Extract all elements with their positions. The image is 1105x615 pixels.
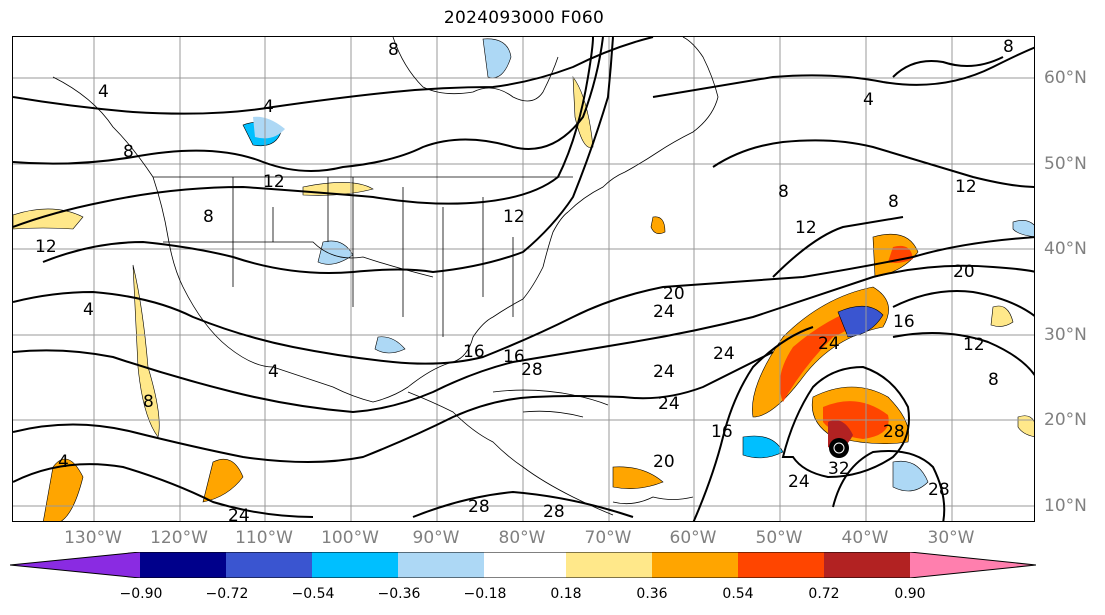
shading-layer	[13, 38, 1034, 521]
contour-label: 16	[893, 312, 915, 332]
contour-label: 8	[1003, 37, 1014, 57]
colorbar-tick-label: 0.54	[722, 586, 754, 602]
lon-label: 70°W	[584, 528, 632, 548]
contour-label: 12	[35, 237, 57, 257]
colorbar-swatch	[312, 552, 398, 578]
contour-label: 20	[653, 452, 675, 472]
colorbar-tick-label: −0.90	[119, 586, 163, 602]
contour-label: 12	[263, 172, 285, 192]
lat-label: 40°N	[1044, 239, 1087, 259]
contour-label: 28	[468, 497, 490, 517]
contour-label: 8	[388, 40, 399, 60]
lon-label: 40°W	[841, 528, 889, 548]
contour-label: 24	[658, 394, 680, 414]
contour-label: 20	[663, 284, 685, 304]
contour-label: 4	[263, 97, 274, 117]
map-panel: 8 4 4 8 12 12 4 8 12 16 20 24 24 20 24 2…	[12, 36, 1035, 522]
colorbar-swatch	[652, 552, 738, 578]
lon-label: 80°W	[498, 528, 546, 548]
contour-label: 16	[503, 347, 525, 367]
contour-label: 16	[463, 342, 485, 362]
contour-label: 28	[928, 480, 950, 500]
map-title: 2024093000 F060	[443, 8, 605, 28]
lon-label: 100°W	[321, 528, 379, 548]
contour-label-group: 8 4 4 8 12 12 4 8 12 16 20 24 24 20 24 2…	[35, 37, 1014, 522]
storm-marker	[829, 438, 849, 458]
lat-label: 20°N	[1044, 410, 1087, 430]
colorbar-extend-max	[910, 552, 1036, 578]
contour-label: 4	[83, 300, 94, 320]
lon-label: 90°W	[412, 528, 460, 548]
lat-label: 50°N	[1044, 154, 1087, 174]
contour-label: 24	[818, 334, 840, 354]
contour-label: 12	[963, 335, 985, 355]
coastlines	[52, 37, 719, 516]
contour-label: 8	[778, 182, 789, 202]
contour-label: 4	[58, 452, 69, 472]
colorbar-swatch	[484, 552, 566, 578]
map-canvas: 8 4 4 8 12 12 4 8 12 16 20 24 24 20 24 2…	[13, 37, 1034, 522]
colorbar-tick-label: 0.90	[894, 586, 926, 602]
contour-label: 28	[883, 422, 905, 442]
contour-label: 8	[988, 370, 999, 390]
contour-label: 24	[653, 362, 675, 382]
contour-label: 28	[521, 360, 543, 380]
lon-label: 50°W	[755, 528, 803, 548]
colorbar	[10, 552, 1036, 578]
colorbar-swatch	[140, 552, 226, 578]
contour-label: 32	[828, 459, 850, 479]
contour-label: 28	[543, 502, 565, 522]
contour-label: 24	[228, 506, 250, 522]
contour-label: 20	[953, 262, 975, 282]
colorbar-tick-label: 0.36	[636, 586, 668, 602]
contour-label: 8	[203, 207, 214, 227]
colorbar-tick-label: −0.54	[291, 586, 335, 602]
lon-label: 110°W	[235, 528, 293, 548]
colorbar-tick-label: 0.72	[808, 586, 840, 602]
contour-label: 12	[795, 218, 817, 238]
lon-label: 120°W	[150, 528, 208, 548]
lat-label: 30°N	[1044, 325, 1087, 345]
colorbar-tick-label: −0.72	[205, 586, 249, 602]
contour-lines	[13, 37, 1034, 521]
colorbar-extend-min	[10, 552, 140, 578]
contour-label: 12	[503, 207, 525, 227]
colorbar-swatch	[226, 552, 312, 578]
contour-label: 4	[98, 82, 109, 102]
contour-label: 4	[863, 90, 874, 110]
lat-label: 60°N	[1044, 68, 1087, 88]
colorbar-tick-label: 0.18	[550, 586, 582, 602]
lat-label: 10°N	[1044, 496, 1087, 516]
contour-label: 8	[143, 392, 154, 412]
contour-label: 24	[788, 472, 810, 492]
lon-label: 30°W	[927, 528, 975, 548]
colorbar-swatch	[738, 552, 824, 578]
graticule	[13, 37, 1034, 521]
contour-label: 4	[268, 362, 279, 382]
contour-label: 24	[653, 302, 675, 322]
contour-label: 8	[888, 192, 899, 212]
contour-label: 24	[713, 344, 735, 364]
contour-label: 12	[955, 177, 977, 197]
colorbar-swatch	[824, 552, 910, 578]
colorbar-swatch	[566, 552, 652, 578]
colorbar-tick-label: −0.18	[463, 586, 507, 602]
lon-label: 130°W	[64, 528, 122, 548]
colorbar-swatch	[398, 552, 484, 578]
contour-label: 16	[711, 422, 733, 442]
lon-label: 60°W	[669, 528, 717, 548]
contour-label: 8	[123, 142, 134, 162]
colorbar-tick-label: −0.36	[377, 586, 421, 602]
